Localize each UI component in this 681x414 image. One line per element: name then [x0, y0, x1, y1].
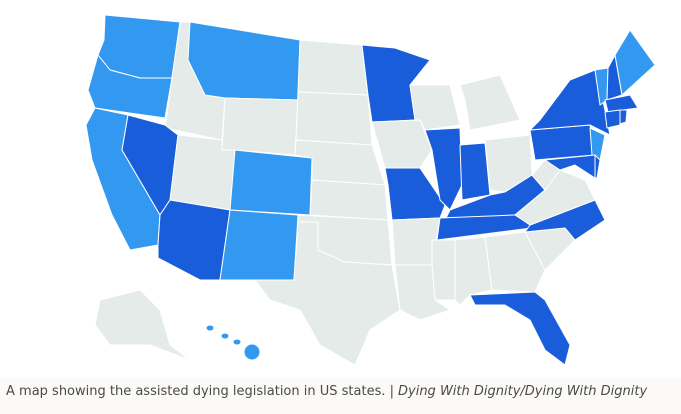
- state: [297, 39, 369, 96]
- state: [459, 142, 491, 201]
- state: [544, 154, 596, 179]
- state: [371, 119, 433, 169]
- state: [459, 74, 521, 131]
- state: [295, 91, 373, 146]
- state: [229, 149, 313, 216]
- state: [220, 332, 230, 340]
- us-map: [85, 14, 656, 366]
- state: [254, 221, 401, 366]
- state: [243, 343, 261, 361]
- state: [469, 291, 571, 366]
- state: [97, 14, 181, 79]
- state: [431, 239, 456, 301]
- state: [205, 324, 215, 332]
- state: [309, 179, 389, 221]
- state: [87, 54, 173, 119]
- state: [619, 109, 628, 125]
- state: [614, 29, 656, 96]
- state: [604, 109, 621, 129]
- caption-credit: Dying With Dignity/Dying With Dignity: [398, 384, 648, 399]
- state: [594, 154, 601, 179]
- state: [221, 97, 299, 156]
- state: [604, 94, 639, 113]
- state: [529, 124, 596, 161]
- state: [187, 21, 301, 101]
- state: [232, 338, 242, 346]
- state: [157, 199, 231, 281]
- state: [219, 209, 299, 281]
- state: [94, 289, 191, 361]
- caption: A map showing the assisted dying legisla…: [0, 378, 681, 414]
- caption-text: A map showing the assisted dying legisla…: [6, 384, 394, 399]
- state: [484, 231, 546, 293]
